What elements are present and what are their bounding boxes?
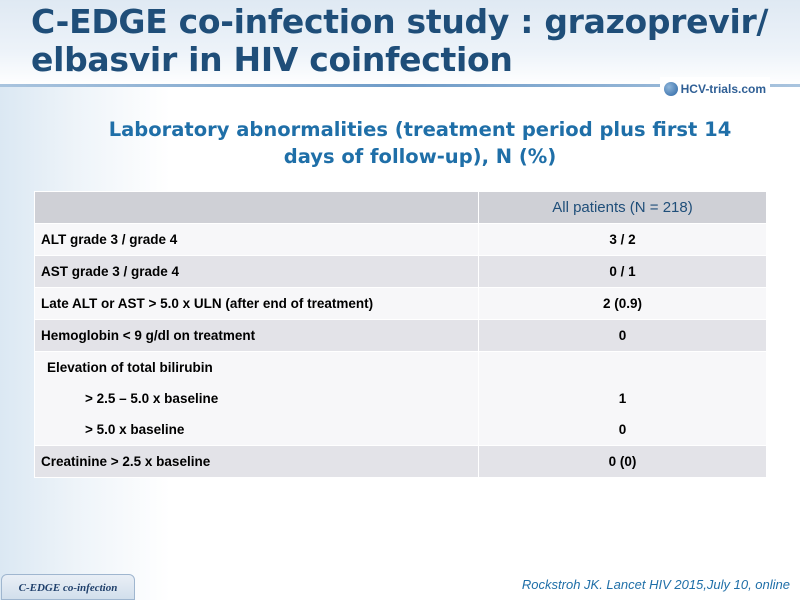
table-row-bilirubin: Elevation of total bilirubin > 2.5 – 5.0…: [34, 351, 767, 446]
row-value: 3 / 2: [478, 223, 767, 256]
table-row: Late ALT or AST > 5.0 x ULN (after end o…: [34, 287, 767, 320]
slide-subtitle: Laboratory abnormalities (treatment peri…: [108, 118, 732, 168]
row-value: 0: [478, 319, 767, 352]
table-row: ALT grade 3 / grade 4 3 / 2: [34, 223, 767, 256]
table-header-row: All patients (N = 218): [34, 191, 767, 224]
title-band: [0, 0, 800, 86]
row-value: 0 (0): [478, 445, 767, 478]
bilirubin-sub-value: 1: [618, 391, 627, 406]
bilirubin-sub-value: 0: [618, 422, 627, 437]
bilirubin-label-cell: Elevation of total bilirubin > 2.5 – 5.0…: [34, 351, 479, 446]
row-label: Hemoglobin < 9 g/dl on treatment: [34, 319, 479, 352]
row-label: AST grade 3 / grade 4: [34, 255, 479, 288]
bilirubin-sub-label: > 2.5 – 5.0 x baseline: [85, 391, 219, 406]
row-label: ALT grade 3 / grade 4: [34, 223, 479, 256]
bilirubin-sub-label: > 5.0 x baseline: [85, 422, 185, 437]
table-row: AST grade 3 / grade 4 0 / 1: [34, 255, 767, 288]
row-value: 2 (0.9): [478, 287, 767, 320]
header-blank-cell: [34, 191, 479, 224]
row-value: 0 / 1: [478, 255, 767, 288]
lab-abnormalities-table: All patients (N = 218) ALT grade 3 / gra…: [34, 191, 767, 478]
bilirubin-value-cell: 1 0: [478, 351, 767, 446]
row-label: Creatinine > 2.5 x baseline: [34, 445, 479, 478]
hcv-trials-logo: HCV-trials.com: [659, 77, 770, 101]
table-row: Hemoglobin < 9 g/dl on treatment 0: [34, 319, 767, 352]
logo-globe-icon: [663, 82, 678, 96]
row-label: Late ALT or AST > 5.0 x ULN (after end o…: [34, 287, 479, 320]
logo-text: HCV-trials.com: [680, 82, 766, 96]
bilirubin-label: Elevation of total bilirubin: [47, 360, 213, 375]
section-tab: C-EDGE co-infection: [1, 574, 135, 600]
citation: Rockstroh JK. Lancet HIV 2015,July 10, o…: [521, 577, 790, 592]
header-all-patients: All patients (N = 218): [478, 191, 767, 224]
title-divider: [0, 84, 800, 87]
table-row: Creatinine > 2.5 x baseline 0 (0): [34, 445, 767, 478]
bilirubin-spacer: [485, 352, 760, 383]
slide-title: C-EDGE co-infection study : grazoprevir/…: [31, 2, 769, 79]
